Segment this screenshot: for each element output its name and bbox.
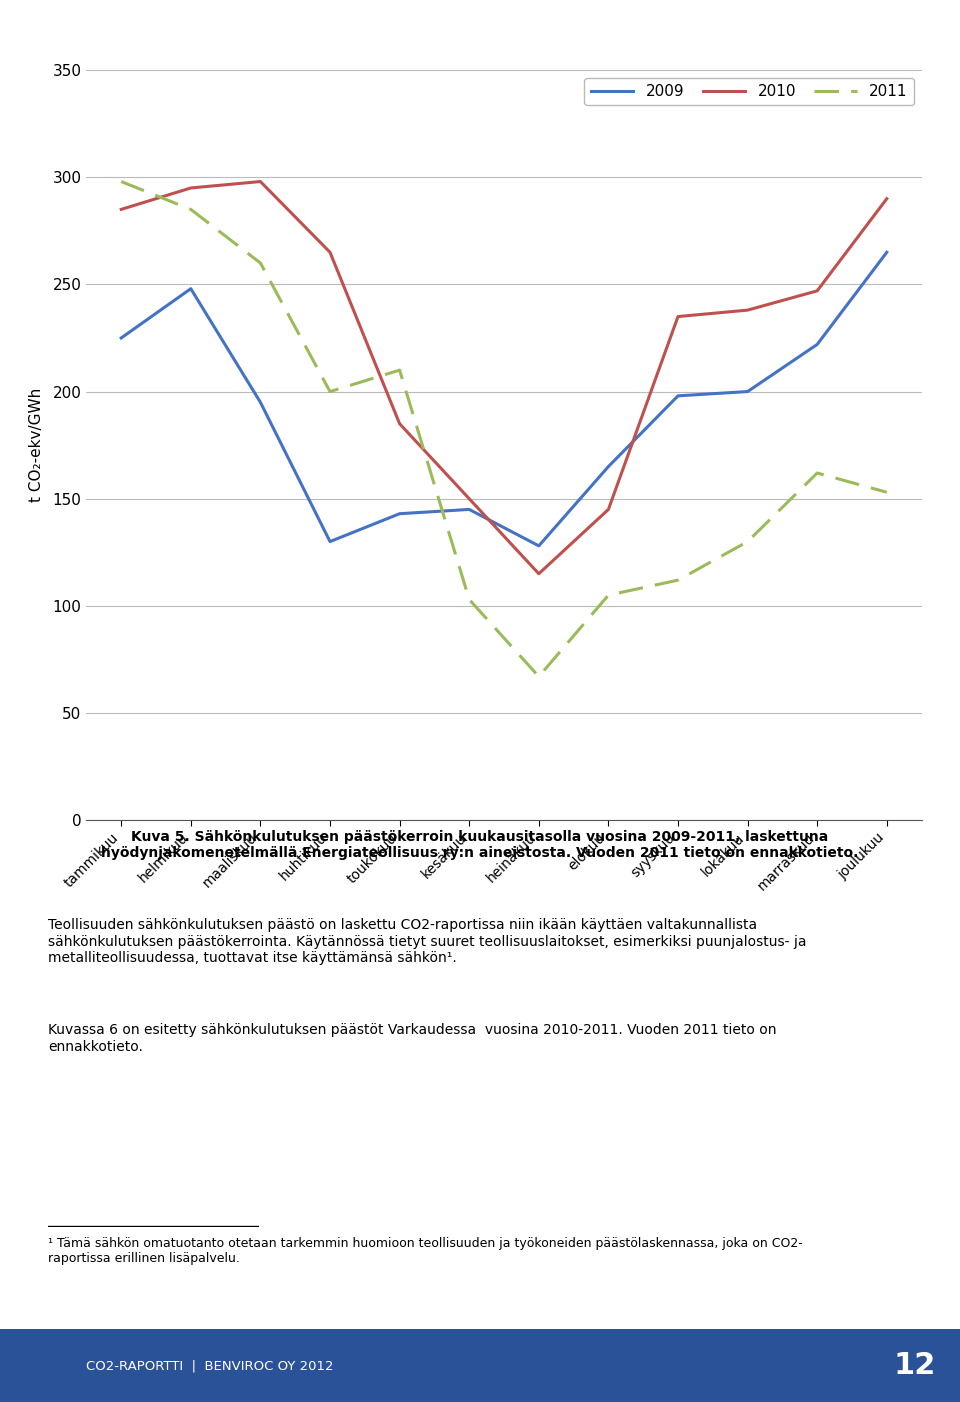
Text: Teollisuuden sähkönkulutuksen päästö on laskettu CO2-raportissa niin ikään käytt: Teollisuuden sähkönkulutuksen päästö on …: [48, 918, 806, 965]
Y-axis label: t CO₂-ekv/GWh: t CO₂-ekv/GWh: [29, 388, 44, 502]
Text: ¹ Tämä sähkön omatuotanto otetaan tarkemmin huomioon teollisuuden ja työkoneiden: ¹ Tämä sähkön omatuotanto otetaan tarkem…: [48, 1237, 803, 1265]
Text: 12: 12: [894, 1352, 936, 1380]
Text: Kuvassa 6 on esitetty sähkönkulutuksen päästöt Varkaudessa  vuosina 2010-2011. V: Kuvassa 6 on esitetty sähkönkulutuksen p…: [48, 1023, 777, 1054]
Text: CO2-RAPORTTI  |  BENVIROC OY 2012: CO2-RAPORTTI | BENVIROC OY 2012: [86, 1359, 334, 1373]
Legend: 2009, 2010, 2011: 2009, 2010, 2011: [585, 77, 914, 105]
Circle shape: [0, 1249, 960, 1402]
Circle shape: [0, 1281, 960, 1402]
Text: Kuva 5. Sähkönkulutuksen päästökerroin kuukausitasolla vuosina 2009-2011, lasket: Kuva 5. Sähkönkulutuksen päästökerroin k…: [102, 830, 858, 861]
